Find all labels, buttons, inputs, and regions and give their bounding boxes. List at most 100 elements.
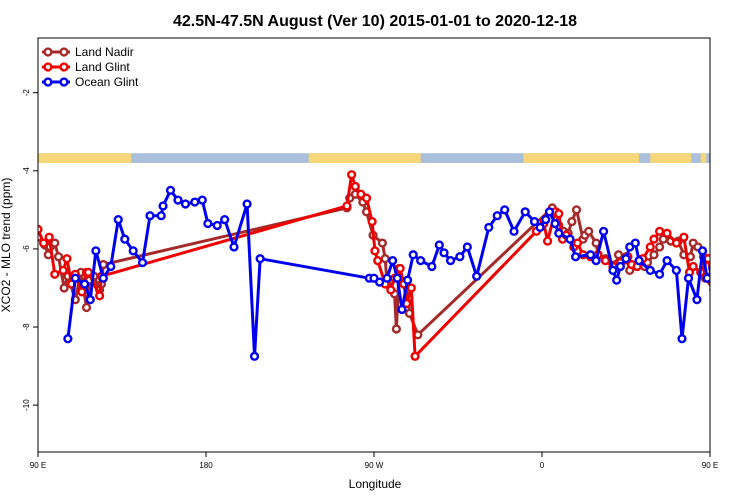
land-nadir-point xyxy=(567,216,577,227)
land-nadir-point xyxy=(716,257,723,264)
land-nadir-point xyxy=(81,302,92,313)
ocean-glint-point xyxy=(585,250,596,260)
ocean-glint-point xyxy=(683,273,694,283)
land-glint-point xyxy=(572,238,583,248)
land-glint-point xyxy=(38,224,43,234)
ocean-glint-point xyxy=(729,259,736,266)
x-tick-label: 0 xyxy=(540,461,545,470)
ocean-glint-point xyxy=(388,256,398,266)
ocean-glint-point xyxy=(255,254,265,264)
ocean-glint-point xyxy=(91,246,101,256)
ocean-glint-point xyxy=(612,275,622,285)
land-glint-point xyxy=(350,181,360,192)
ocean-glint-point xyxy=(403,275,413,285)
land-glint-point xyxy=(410,351,420,361)
land-glint-point xyxy=(712,290,719,297)
ocean-glint-point xyxy=(630,238,640,248)
land-glint-point xyxy=(554,209,564,219)
land-nadir-point xyxy=(727,302,734,309)
ocean-glint-point xyxy=(229,242,239,252)
land-nadir-point xyxy=(654,242,665,252)
ocean-glint-point xyxy=(439,248,449,258)
ocean-glint-point xyxy=(621,254,631,264)
legend-marker-ocean-glint xyxy=(59,77,69,87)
land-glint-point xyxy=(50,269,60,279)
land-glint-point xyxy=(347,170,357,180)
ocean-glint-point xyxy=(544,207,555,217)
land-glint-point xyxy=(44,232,54,242)
ocean-glint-point xyxy=(472,271,482,281)
ocean-glint-point xyxy=(645,265,655,275)
ocean-glint-point xyxy=(242,199,252,209)
legend-marker-ocean-glint xyxy=(43,77,53,87)
land-nadir-point xyxy=(377,238,388,248)
land-glint-point xyxy=(679,232,689,242)
ocean-glint-point xyxy=(408,250,418,260)
ocean-glint-point xyxy=(98,273,108,283)
land-nadir-point xyxy=(380,254,390,264)
ocean-glint-point xyxy=(615,261,626,272)
ocean-glint-point xyxy=(541,215,551,225)
axis-ticks: 90 E 180 90 W 0 90 E -2 -4 -6 -8 -10 xyxy=(22,89,718,470)
land-glint-point xyxy=(645,242,655,252)
ocean-glint-point xyxy=(634,256,644,266)
legend-marker-land-nadir xyxy=(59,47,69,57)
ocean-glint-point xyxy=(197,195,207,205)
x-tick-label: 90 E xyxy=(702,461,718,470)
ocean-glint-point xyxy=(608,265,618,275)
legend-marker-land-glint xyxy=(43,62,53,72)
ocean-glint-point xyxy=(80,279,90,289)
land-glint-point xyxy=(83,267,94,277)
land-nadir-point xyxy=(736,273,743,280)
land-nadir-point xyxy=(584,226,594,236)
land-glint-point xyxy=(649,234,659,244)
legend-label-land-glint: Land Glint xyxy=(75,60,130,74)
land-glint-point xyxy=(737,290,744,297)
land-band-segment xyxy=(308,153,421,163)
ocean-glint-point xyxy=(249,351,260,361)
land-glint-point xyxy=(38,238,49,248)
land-glint-point xyxy=(406,283,416,293)
land-glint-point xyxy=(733,294,740,301)
ocean-glint-point xyxy=(445,256,456,266)
legend-label-land-nadir: Land Nadir xyxy=(75,45,134,59)
plot-frame xyxy=(37,37,711,453)
ocean-glint-point xyxy=(492,211,502,221)
ocean-glint-point xyxy=(462,242,472,252)
land-glint-point xyxy=(94,291,105,301)
ocean-glint-point xyxy=(743,212,750,219)
land-glint-point xyxy=(58,265,68,275)
land-nadir-point xyxy=(50,238,60,248)
y-axis-label: XCO2 - MLO trend (ppm) xyxy=(0,178,13,313)
land-glint-point xyxy=(62,254,72,264)
ocean-glint-point xyxy=(85,295,95,305)
land-glint-point xyxy=(373,256,383,266)
ocean-glint-point xyxy=(70,273,80,283)
chart-title: 42.5N-47.5N August (Ver 10) 2015-01-01 t… xyxy=(173,13,577,30)
ocean-glint-point xyxy=(509,226,519,236)
land-band-segment xyxy=(650,153,692,163)
ocean-glint-point xyxy=(416,256,426,266)
ocean-glint-point xyxy=(220,215,230,225)
ocean-glint-point xyxy=(173,195,183,205)
ocean-glint-point xyxy=(145,211,155,221)
ocean-glint-point xyxy=(484,222,494,233)
ocean-glint-point xyxy=(397,304,407,315)
ocean-glint-point xyxy=(570,252,581,262)
y-tick-label: -4 xyxy=(22,167,31,175)
ocean-glint-point xyxy=(158,201,168,211)
land-nadir-point xyxy=(722,281,729,288)
land-nadir-point xyxy=(391,324,402,334)
ocean-glint-point xyxy=(190,197,200,207)
ocean-glint-point xyxy=(165,185,176,195)
land-band-segment xyxy=(523,153,640,163)
land-nadir-point xyxy=(723,273,730,280)
ocean-glint-point xyxy=(113,215,123,225)
y-tick-label: -2 xyxy=(22,89,31,97)
ocean-glint-point xyxy=(529,216,540,227)
land-glint-point xyxy=(600,256,611,266)
ocean-glint-point xyxy=(550,218,560,229)
land-nadir-point xyxy=(709,287,710,293)
x-tick-label: 180 xyxy=(199,461,213,470)
ocean-glint-point xyxy=(63,334,73,344)
